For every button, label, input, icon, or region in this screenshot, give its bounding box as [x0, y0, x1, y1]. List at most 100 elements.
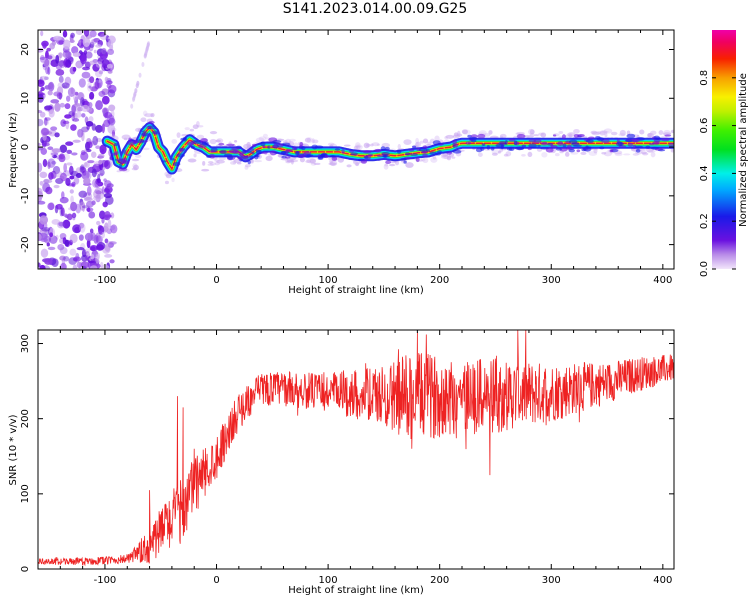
streak-blob [146, 42, 150, 48]
noise-blob [60, 207, 65, 217]
noise-blob [104, 254, 113, 258]
noise-blob [107, 219, 112, 228]
fringe-blob [341, 149, 345, 154]
noise-blob [90, 253, 95, 260]
noise-blob [39, 111, 46, 118]
halo-blob [123, 137, 128, 141]
noise-blob [75, 252, 80, 261]
noise-blob [65, 141, 74, 146]
fringe-blob [246, 150, 253, 154]
noise-blob [63, 213, 69, 218]
fringe-blob [380, 146, 386, 151]
fringe-blob [331, 156, 338, 161]
fringe-blob [634, 145, 644, 149]
noise-blob [108, 104, 116, 112]
fringe-blob [422, 153, 428, 157]
noise-blob [38, 196, 42, 202]
halo-blob [604, 132, 608, 138]
noise-blob [43, 57, 51, 68]
noise-blob [84, 254, 89, 261]
halo-blob [184, 127, 190, 131]
noise-blob [101, 167, 106, 171]
noise-blob [46, 242, 50, 247]
halo-blob [528, 128, 535, 135]
halo-blob [422, 157, 429, 164]
y-tick-label: 10 [20, 92, 31, 105]
fringe-blob [537, 144, 541, 147]
fringe-blob [465, 141, 472, 145]
noise-blob [99, 169, 105, 176]
fringe-blob [490, 146, 495, 151]
spectrogram-y-axis-label: Frequency (Hz) [8, 112, 19, 188]
noise-blob [75, 30, 84, 36]
halo-blob [363, 142, 370, 149]
y-tick-label: -10 [20, 188, 31, 204]
x-tick-label: -100 [94, 575, 117, 586]
fringe-blob [435, 152, 442, 156]
noise-blob [56, 92, 63, 100]
fringe-blob [374, 148, 382, 153]
halo-blob [313, 162, 321, 166]
noise-blob [69, 233, 78, 244]
fringe-blob [384, 146, 390, 151]
halo-blob [614, 152, 623, 157]
fringe-blob [381, 152, 390, 156]
fringe-blob [137, 138, 145, 144]
halo-blob [462, 129, 471, 135]
noise-blob [79, 201, 85, 211]
y-tick-label: 0 [20, 144, 31, 150]
fringe-blob [227, 155, 234, 160]
fringe-blob [301, 146, 306, 151]
noise-blob [38, 118, 44, 127]
halo-blob [521, 154, 526, 157]
fringe-blob [545, 147, 554, 153]
noise-blob [40, 87, 45, 92]
halo-blob [389, 163, 396, 167]
halo-blob [132, 163, 138, 169]
noise-blob [93, 49, 97, 54]
fringe-blob [559, 147, 568, 152]
halo-blob [453, 132, 459, 137]
colorbar: 0.0 0.2 0.4 0.6 0.8 Normalized spectral ampl… [699, 30, 749, 277]
noise-blob [62, 120, 70, 125]
fringe-blob [231, 147, 241, 150]
halo-blob [370, 143, 374, 147]
fringe-blob [306, 154, 314, 157]
x-tick-label: 300 [542, 575, 561, 586]
noise-blob [95, 44, 102, 48]
fringe-blob [357, 158, 365, 161]
halo-blob [192, 124, 199, 130]
noise-blob [76, 261, 82, 269]
noise-blob [44, 117, 51, 121]
halo-blob [193, 153, 197, 158]
noise-blob [47, 202, 55, 211]
noise-blob [98, 210, 106, 220]
noise-blob [98, 70, 104, 75]
halo-blob [353, 159, 361, 165]
noise-blob [109, 241, 117, 245]
fringe-blob [254, 154, 259, 160]
halo-blob [355, 145, 362, 148]
noise-blob [81, 170, 90, 180]
noise-blob [60, 262, 67, 269]
noise-blob [70, 201, 78, 212]
spectrogram-frame [37, 29, 675, 270]
noise-blob [41, 40, 49, 47]
fringe-blob [513, 140, 518, 145]
noise-blob [75, 172, 82, 179]
halo-blob [133, 164, 139, 171]
noise-blob [44, 258, 53, 265]
noise-blob [104, 76, 109, 82]
noise-blob [86, 239, 91, 249]
noise-blob [47, 66, 51, 75]
noise-blob [111, 129, 116, 138]
x-tick-label: 300 [542, 275, 561, 286]
y-tick-label: 20 [20, 43, 31, 56]
fringe-blob [281, 142, 291, 146]
fringe-blob [161, 160, 167, 163]
streak-blob [136, 81, 140, 87]
halo-blob [354, 144, 363, 151]
halo-blob [389, 160, 397, 164]
